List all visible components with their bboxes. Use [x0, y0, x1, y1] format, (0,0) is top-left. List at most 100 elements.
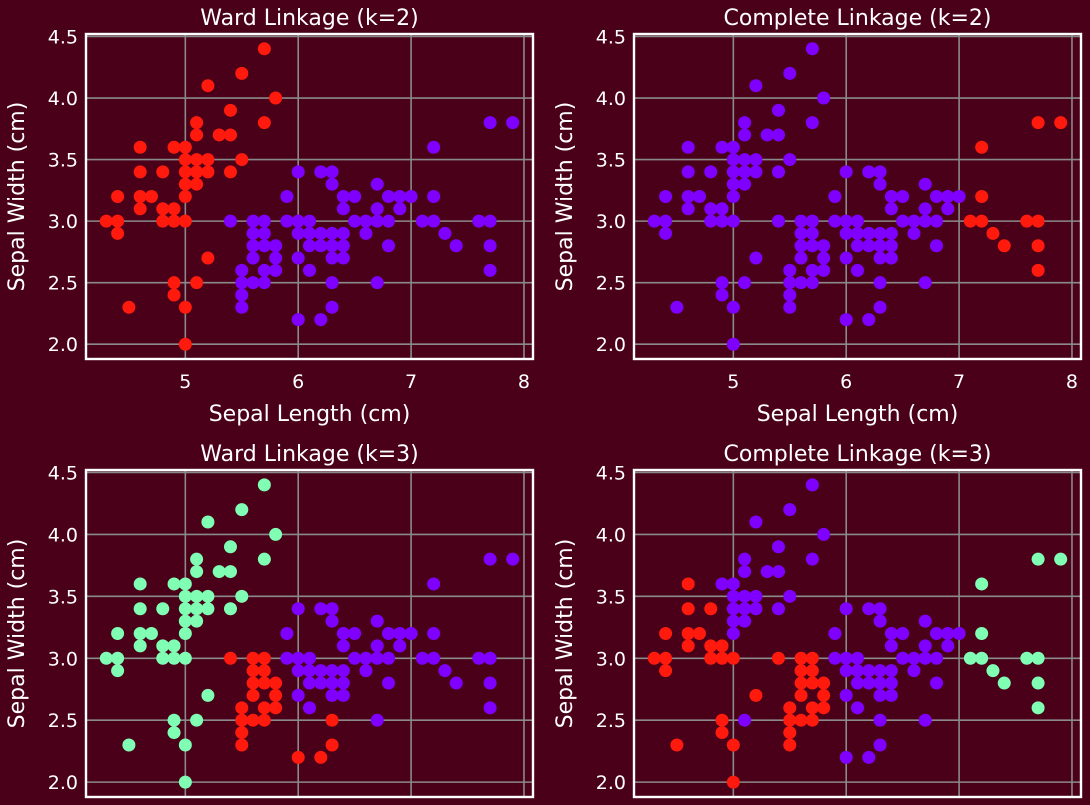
data-point [382, 651, 396, 665]
data-point [873, 738, 887, 752]
x-axis-label: Sepal Length (cm) [757, 402, 959, 427]
data-point [303, 226, 316, 240]
data-point [133, 165, 147, 179]
data-point [133, 140, 147, 154]
data-point [851, 664, 864, 678]
data-point [715, 202, 729, 216]
data-point [167, 726, 181, 740]
data-point [314, 664, 328, 678]
chart-panel-1: 2.0 2.5 3.0 3.5 4.0 4.5 5 6 7 8 Ward Linkage (k=2)… [5, 6, 535, 427]
data-point [427, 214, 441, 228]
data-point [325, 251, 339, 265]
data-point [771, 103, 785, 117]
data-point [483, 263, 497, 277]
data-point [884, 676, 898, 690]
data-point [178, 140, 192, 154]
y-axis-label: Sepal Width (cm) [553, 102, 578, 292]
data-point [771, 651, 785, 665]
data-point [257, 116, 271, 130]
data-point [303, 651, 316, 665]
data-point [805, 713, 819, 727]
data-point [314, 165, 328, 179]
y-tick-label: 2.0 [48, 772, 78, 794]
data-point [851, 651, 864, 665]
data-point [235, 713, 249, 727]
data-point [805, 226, 819, 240]
data-point [393, 202, 407, 216]
data-point [223, 602, 237, 616]
data-point [805, 552, 819, 566]
data-point [783, 300, 797, 314]
data-point [257, 226, 271, 240]
data-point [415, 651, 429, 665]
data-point [359, 664, 373, 678]
data-point [314, 313, 328, 327]
data-point [681, 165, 695, 179]
data-point [404, 627, 418, 640]
data-point [794, 276, 808, 290]
data-point [133, 577, 147, 591]
data-point [212, 128, 226, 142]
y-tick-label: 3.5 [596, 586, 626, 608]
data-point [771, 602, 785, 616]
data-point [483, 701, 497, 715]
data-point [370, 639, 384, 653]
data-point [873, 251, 887, 265]
data-point [738, 713, 752, 727]
data-point [647, 651, 661, 665]
data-point [223, 565, 237, 579]
data-point [201, 79, 215, 93]
y-tick-label: 2.5 [596, 710, 626, 732]
data-point [483, 676, 497, 690]
data-point [291, 313, 305, 327]
data-point [794, 676, 808, 690]
data-point [269, 251, 283, 265]
data-point [257, 239, 271, 253]
data-point [178, 627, 192, 640]
data-point [805, 664, 819, 678]
data-point [246, 276, 260, 290]
data-point [201, 688, 215, 702]
data-point [997, 239, 1011, 253]
data-point [659, 664, 673, 678]
data-point [963, 651, 977, 665]
data-point [427, 627, 441, 640]
data-point [291, 251, 305, 265]
data-point [280, 627, 294, 640]
data-point [941, 202, 955, 216]
data-point [359, 226, 373, 240]
data-point [178, 300, 192, 314]
data-point [325, 165, 339, 179]
data-point [817, 688, 831, 702]
data-point [393, 190, 407, 203]
axes-frame [632, 32, 1083, 361]
data-point [783, 589, 797, 603]
data-point [794, 664, 808, 678]
data-point [438, 226, 452, 240]
data-point [771, 165, 785, 179]
data-point [314, 226, 328, 240]
data-point [839, 750, 853, 764]
data-point [704, 651, 718, 665]
y-tick-label: 4.0 [596, 88, 626, 110]
data-point [918, 177, 932, 191]
data-point [190, 713, 204, 727]
data-point [805, 42, 819, 56]
data-point [681, 577, 695, 591]
data-point [257, 713, 271, 727]
data-point [839, 165, 853, 179]
data-point [235, 153, 249, 167]
data-point [704, 602, 718, 616]
data-point [449, 239, 463, 253]
y-tick-label: 4.0 [48, 88, 78, 110]
data-point [303, 664, 316, 678]
data-point [873, 177, 887, 191]
data-point [280, 214, 294, 228]
data-point [223, 165, 237, 179]
data-point [257, 276, 271, 290]
data-point [930, 239, 944, 253]
data-point [325, 688, 339, 702]
data-point [190, 602, 204, 616]
data-point [336, 664, 350, 678]
